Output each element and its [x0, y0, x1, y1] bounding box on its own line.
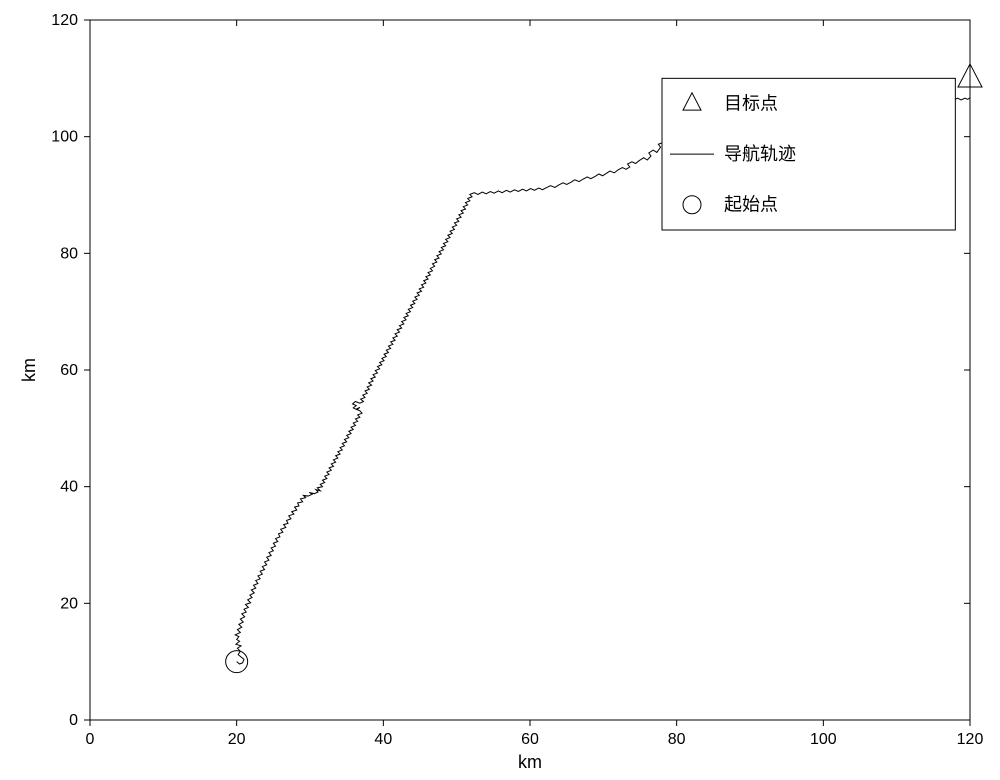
- x-tick-label: 60: [521, 731, 539, 748]
- chart-container: 0 20 40 60 80 100 120 0 20 40 60 80 100 120 km km 目标点导航轨…: [0, 0, 1000, 780]
- y-tick-label: 20: [60, 595, 78, 612]
- legend-label: 目标点: [724, 94, 778, 114]
- y-tick-label: 60: [60, 362, 78, 379]
- chart-svg: 0 20 40 60 80 100 120 0 20 40 60 80 100 120 km km 目标点导航轨…: [0, 0, 1000, 780]
- legend-label: 导航轨迹: [724, 144, 796, 164]
- x-tick-label: 120: [957, 731, 984, 748]
- y-tick-label: 100: [51, 129, 78, 146]
- y-tick-label: 120: [51, 12, 78, 29]
- x-tick-label: 20: [228, 731, 246, 748]
- y-tick-label: 80: [60, 245, 78, 262]
- y-axis-label: km: [19, 358, 39, 382]
- x-tick-label: 0: [86, 731, 95, 748]
- x-tick-label: 40: [374, 731, 392, 748]
- x-tick-label: 80: [668, 731, 686, 748]
- y-tick-label: 0: [69, 712, 78, 729]
- x-tick-label: 100: [810, 731, 837, 748]
- y-tick-label: 40: [60, 479, 78, 496]
- legend-label: 起始点: [724, 195, 778, 215]
- x-axis-label: km: [518, 752, 542, 772]
